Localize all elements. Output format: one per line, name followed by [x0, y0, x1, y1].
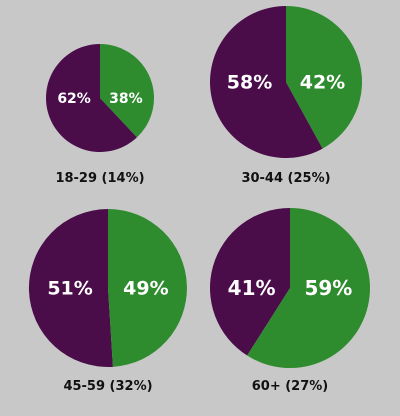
pie-slice-green: [100, 44, 154, 138]
pie-slice-green: [108, 209, 187, 367]
slice-label-purple: 58%: [227, 72, 272, 94]
slice-label-purple: 41%: [228, 276, 276, 300]
pie-slice-green: [286, 6, 362, 149]
pie-chart-4: 41% 59% 60+ (27%): [209, 208, 370, 394]
pie-group-caption: 60+ (27%): [252, 379, 329, 394]
pie-group-caption: 30-44 (25%): [241, 171, 330, 186]
pie-group-caption: 18-29 (14%): [55, 171, 144, 186]
slice-label-green: 42%: [300, 72, 345, 94]
pie-slice-purple: [45, 44, 137, 152]
slice-label-purple: 51%: [47, 278, 92, 300]
pie-group-caption: 45-59 (32%): [63, 379, 152, 394]
pie-slice-green: [247, 208, 370, 368]
pie-chart-1: 62% 38% 18-29 (14%): [45, 44, 154, 186]
pie-chart-3: 51% 49% 45-59 (32%): [28, 208, 187, 394]
pie-slice-purple: [28, 208, 113, 367]
slice-label-green: 59%: [304, 276, 352, 300]
slice-label-green: 38%: [109, 91, 143, 107]
slice-label-green: 49%: [123, 278, 168, 300]
pie-slice-purple: [209, 6, 323, 158]
slice-label-purple: 62%: [57, 91, 91, 107]
pie-slice-purple: [209, 208, 290, 356]
pie-chart-2: 58% 42% 30-44 (25%): [209, 6, 362, 186]
